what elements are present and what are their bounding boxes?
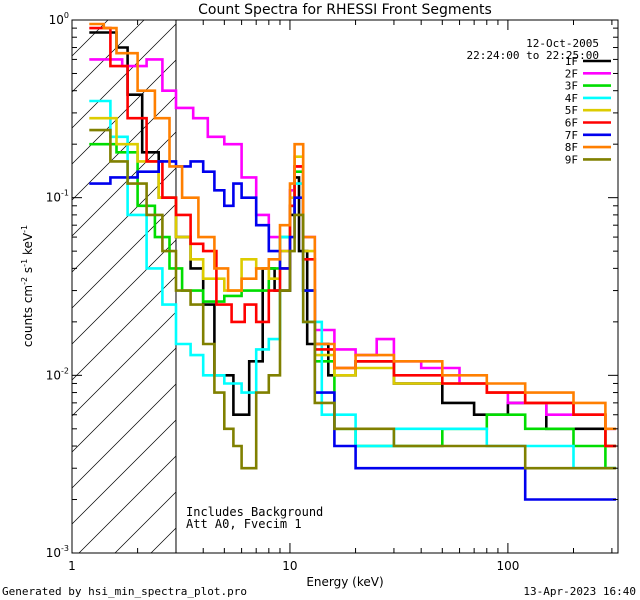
chart-title: Count Spectra for RHESSI Front Segments: [198, 2, 492, 18]
hatch-line: [72, 419, 176, 525]
generated-by-label: Generated by hsi_min_spectra_plot.pro: [2, 585, 247, 598]
y-label-part: s: [21, 267, 35, 277]
series-lines: [89, 20, 617, 553]
annotation-attenuator: Att A0, Fvecim 1: [186, 517, 302, 531]
legend-label: 4F: [565, 92, 578, 105]
y-axis-label: counts cm-2 s-1 keV-1: [20, 225, 35, 347]
y-tick-label: 100: [49, 11, 69, 27]
legend-label: 8F: [565, 141, 578, 154]
legend-label: 6F: [565, 117, 578, 130]
x-tick-label: 100: [496, 559, 519, 573]
date-label: 12-Oct-2005: [526, 37, 599, 50]
hatch-line: [72, 275, 176, 381]
legend-label: 5F: [565, 104, 578, 117]
legend-label: 1F: [565, 55, 578, 68]
hatch-line: [72, 311, 176, 417]
x-tick-label: 10: [282, 559, 297, 573]
y-tick-label: 10-3: [46, 544, 69, 560]
plot-timestamp: 13-Apr-2023 16:40: [523, 585, 636, 598]
legend-label: 7F: [565, 129, 578, 142]
time-range-label: 22:24:00 to 22:25:00: [467, 49, 599, 62]
series-7f: [89, 160, 617, 501]
y-label-part: counts cm: [21, 285, 35, 347]
series-3f: [89, 142, 617, 470]
x-axis-label: Energy (keV): [306, 575, 383, 589]
legend-label: 2F: [565, 67, 578, 80]
series-8f: [89, 22, 617, 431]
hatch-line: [72, 131, 176, 237]
y-label-part: keV: [21, 232, 35, 259]
hatch-line: [72, 23, 176, 129]
hatch-line: [72, 383, 176, 489]
hatch-line: [114, 491, 176, 553]
series-6f: [89, 26, 617, 448]
hatch-line: [72, 20, 73, 21]
y-tick-label: 10-1: [46, 189, 69, 205]
series-4f: [89, 99, 617, 470]
series-9f: [89, 128, 617, 470]
axis-ticks: 1 10 100 100 10-1 10-2 10-3: [46, 11, 618, 573]
y-label-exp: -1: [20, 225, 29, 233]
y-tick-label: 10-2: [46, 366, 69, 382]
annotation-background: Includes Background: [186, 505, 323, 519]
y-label-exp: -1: [20, 259, 29, 267]
hatch-line: [72, 239, 176, 345]
hatch-line: [72, 347, 176, 453]
legend-label: 3F: [565, 80, 578, 93]
plot-frame: [71, 19, 619, 554]
legend-label: 9F: [565, 153, 578, 166]
hatch-line: [72, 203, 176, 309]
x-tick-label: 1: [68, 559, 76, 573]
hatch-line: [72, 95, 176, 201]
hatch-line: [78, 455, 176, 553]
y-label-exp: -2: [20, 277, 29, 285]
